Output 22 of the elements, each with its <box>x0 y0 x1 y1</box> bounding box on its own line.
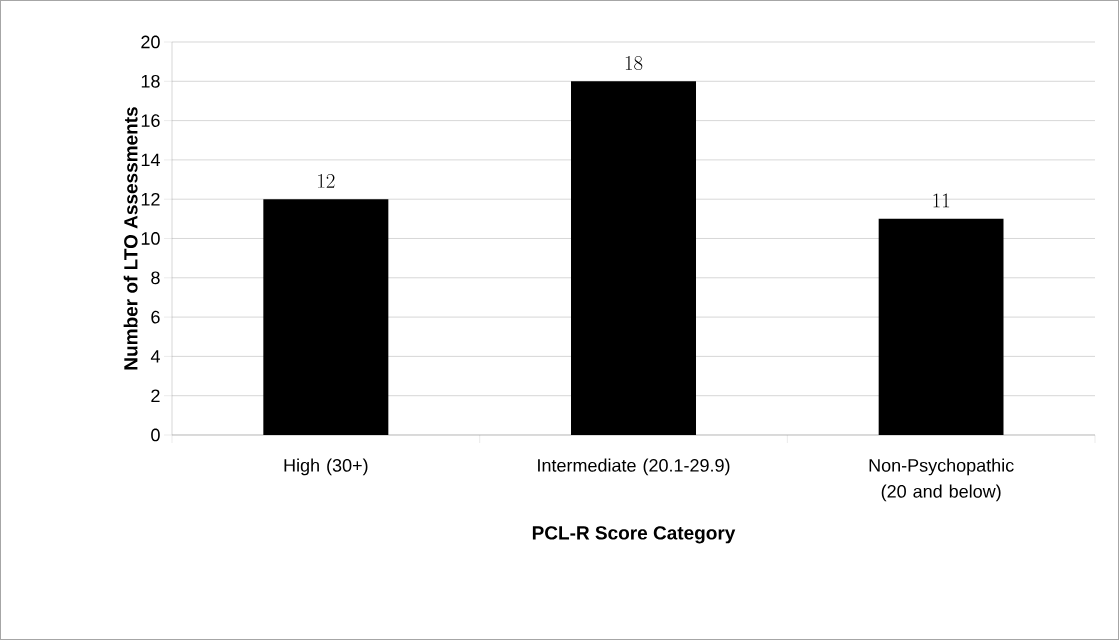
y-tick-label: 10 <box>141 232 160 245</box>
bar <box>571 81 697 435</box>
x-tick-label: High (30+) <box>284 458 368 476</box>
y-tick-label: 2 <box>151 389 160 402</box>
x-tick-label: Intermediate (20.1-29.9) <box>538 458 730 476</box>
y-tick-label: 18 <box>141 74 160 88</box>
bar <box>263 199 389 435</box>
y-tick-label: 4 <box>150 350 160 363</box>
y-tick-label: 16 <box>141 114 160 127</box>
y-tick-label: 8 <box>151 271 160 285</box>
y-tick-label: 6 <box>151 310 160 324</box>
data-label: 12 <box>318 173 335 188</box>
y-tick-label: 20 <box>141 35 160 49</box>
data-label: 11 <box>933 193 950 208</box>
y-tick-label: 12 <box>141 192 160 206</box>
bar <box>878 218 1004 435</box>
y-axis-title: Number of LTO Assessments <box>123 107 138 370</box>
data-label: 18 <box>625 56 643 71</box>
x-tick-label: Non-Psychopathic (20 and below) <box>869 458 1014 502</box>
y-tick-label: 14 <box>141 153 160 167</box>
y-tick-label: 0 <box>151 428 160 442</box>
x-axis-title: PCL-R Score Category <box>532 526 736 544</box>
